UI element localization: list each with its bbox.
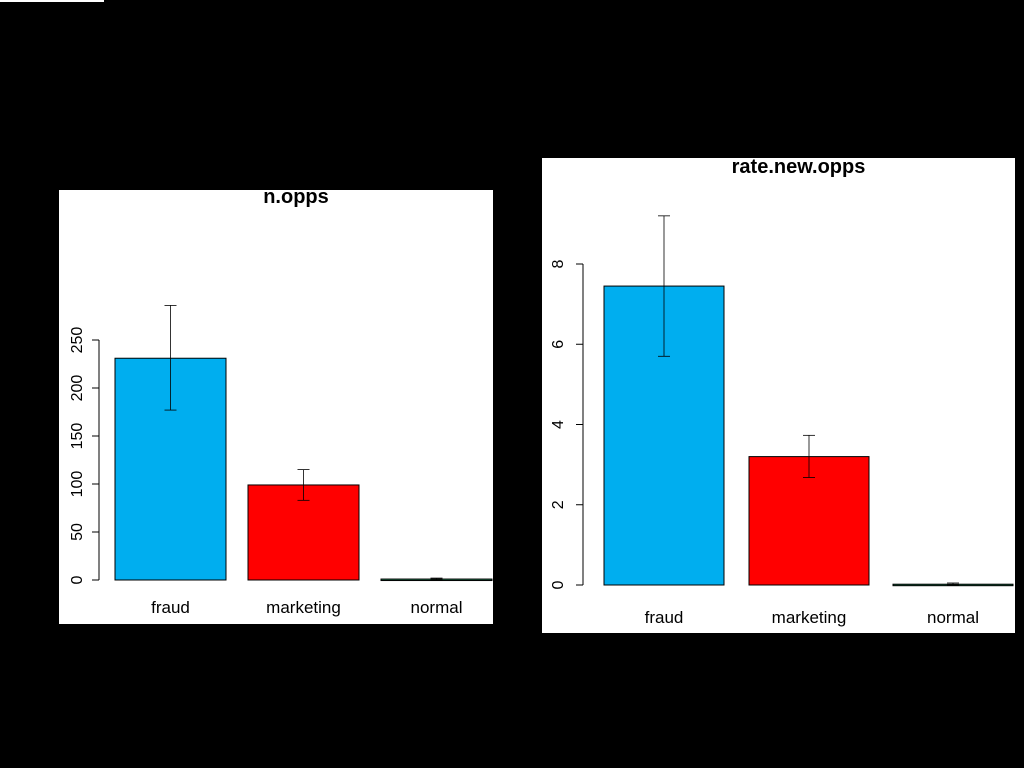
y-tick-label: 2	[550, 500, 567, 509]
y-tick-label: 250	[69, 327, 86, 354]
category-label: marketing	[266, 598, 341, 617]
category-label: normal	[411, 598, 463, 617]
category-label: fraud	[151, 598, 190, 617]
chart-rate-new-opps: rate.new.opps 0 2 4 6 8 fraud marketing normal	[550, 158, 1014, 627]
y-tick-label: 0	[550, 580, 567, 589]
y-tick-label: 8	[550, 259, 567, 268]
chart-panel-rate-new-opps: rate.new.opps 0 2 4 6 8 fraud marketing normal	[542, 158, 1015, 633]
chart-title: rate.new.opps	[732, 158, 866, 178]
chart-title: n.opps	[263, 190, 329, 208]
chart-panel-n-opps: n.opps 0 50 100 150 200 250 fraud marketing norma…	[59, 190, 493, 624]
y-tick-label: 0	[69, 575, 86, 584]
chart-n-opps: n.opps 0 50 100 150 200 250 fraud marketing norma…	[69, 190, 493, 617]
y-tick-label: 50	[69, 523, 86, 541]
category-label: normal	[927, 608, 979, 627]
y-tick-label: 6	[550, 340, 567, 349]
category-label: fraud	[645, 608, 684, 627]
bar-marketing	[247, 484, 360, 581]
y-tick-label: 200	[69, 375, 86, 402]
y-tick-label: 4	[550, 420, 567, 429]
bar-marketing	[748, 456, 870, 586]
y-tick-label: 100	[69, 471, 86, 498]
top-left-rule	[0, 0, 104, 2]
category-label: marketing	[772, 608, 847, 627]
y-tick-label: 150	[69, 423, 86, 450]
